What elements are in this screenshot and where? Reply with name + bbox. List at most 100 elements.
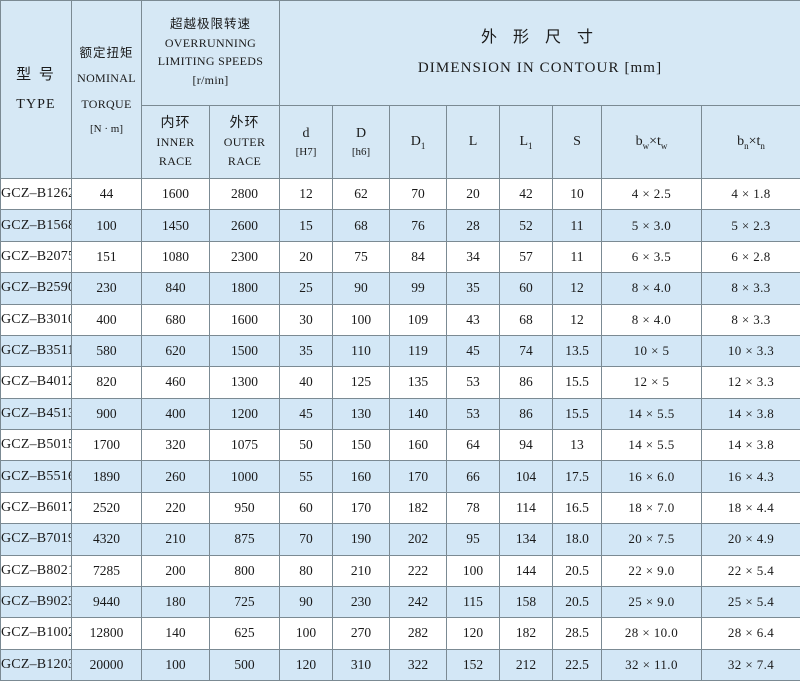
cell-L1: 94 bbox=[499, 428, 553, 462]
cell-D: 62 bbox=[332, 177, 390, 211]
cell-D: 75 bbox=[332, 240, 390, 274]
cell-bn-x-tn: 25 × 5.4 bbox=[700, 585, 800, 619]
header-dimension-en: DIMENSION IN CONTOUR [mm] bbox=[417, 60, 663, 77]
table-row: GCZ–B9023094401807259023024211515820.525… bbox=[0, 585, 800, 619]
cell-inner-race-speed: 1080 bbox=[141, 240, 210, 274]
header-d-tolerance: [H7] bbox=[295, 145, 317, 158]
header-outer-race: 外环 OUTER RACE bbox=[209, 105, 280, 179]
header-col-L: L bbox=[446, 105, 500, 179]
cell-d: 20 bbox=[279, 240, 333, 274]
header-col-d: d [H7] bbox=[279, 105, 333, 179]
cell-bw-x-tw: 18 × 7.0 bbox=[601, 491, 702, 525]
cell-type: GCZ–B35110 bbox=[0, 334, 72, 368]
cell-bw-x-tw: 8 × 4.0 bbox=[601, 272, 702, 305]
header-L-symbol: L bbox=[468, 133, 478, 149]
table-row: GCZ–B40125820460130040125135538615.512 ×… bbox=[0, 366, 800, 399]
cell-type: GCZ–B60170 bbox=[0, 491, 72, 525]
table-row: GCZ–B35110580620150035110119457413.510 ×… bbox=[0, 334, 800, 368]
cell-nominal-torque: 100 bbox=[71, 209, 142, 242]
header-D1-symbol: D bbox=[410, 133, 421, 149]
cell-nominal-torque: 400 bbox=[71, 303, 142, 336]
cell-d: 80 bbox=[279, 554, 333, 587]
header-tn-symbol: t bbox=[756, 133, 761, 149]
cell-type: GCZ–B30100 bbox=[0, 303, 72, 336]
cell-L1: 144 bbox=[499, 554, 553, 587]
cell-S: 17.5 bbox=[552, 460, 602, 493]
cell-bw-x-tw: 10 × 5 bbox=[601, 334, 702, 368]
cell-nominal-torque: 9440 bbox=[71, 585, 142, 619]
cell-type: GCZ–B80210 bbox=[0, 554, 72, 587]
cell-outer-race-speed: 1600 bbox=[209, 303, 280, 336]
cell-L: 100 bbox=[446, 554, 500, 587]
cell-type: GCZ–B2590 bbox=[0, 272, 72, 305]
cell-outer-race-speed: 500 bbox=[209, 648, 280, 681]
header-col-D1: D1 bbox=[389, 105, 447, 179]
cell-L: 28 bbox=[446, 209, 500, 242]
cell-inner-race-speed: 200 bbox=[141, 554, 210, 587]
cell-L: 66 bbox=[446, 460, 500, 493]
cell-nominal-torque: 580 bbox=[71, 334, 142, 368]
cell-L: 95 bbox=[446, 523, 500, 556]
cell-S: 10 bbox=[552, 177, 602, 211]
cell-bn-x-tn: 6 × 2.8 bbox=[700, 240, 800, 274]
cell-type: GCZ–B120310 bbox=[0, 648, 72, 681]
cell-L: 78 bbox=[446, 491, 500, 525]
cell-L: 152 bbox=[446, 648, 500, 681]
cell-D1: 242 bbox=[389, 585, 447, 619]
cell-D1: 99 bbox=[389, 272, 447, 305]
cell-outer-race-speed: 2300 bbox=[209, 240, 280, 274]
cell-bw-x-tw: 14 × 5.5 bbox=[601, 428, 702, 462]
cell-bw-x-tw: 5 × 3.0 bbox=[601, 209, 702, 242]
cell-D: 170 bbox=[332, 491, 390, 525]
cell-d: 12 bbox=[279, 177, 333, 211]
header-bw-symbol: b bbox=[635, 133, 643, 149]
header-outer-race-en1: OUTER bbox=[223, 135, 266, 150]
header-col-L1: L1 bbox=[499, 105, 553, 179]
header-torque-en1: NOMINAL bbox=[77, 71, 136, 86]
header-S-symbol: S bbox=[573, 133, 581, 149]
cell-D1: 135 bbox=[389, 366, 447, 399]
header-type-cn: 型 号 bbox=[16, 67, 56, 84]
header-torque-unit: [N · m] bbox=[90, 122, 123, 135]
cell-type: GCZ–B100270 bbox=[0, 617, 72, 650]
header-speeds-unit: [r/min] bbox=[192, 73, 229, 88]
cell-D: 160 bbox=[332, 460, 390, 493]
cell-nominal-torque: 2520 bbox=[71, 491, 142, 525]
cell-type: GCZ–B1262 bbox=[0, 177, 72, 211]
cell-L: 45 bbox=[446, 334, 500, 368]
cell-L1: 42 bbox=[499, 177, 553, 211]
table-row: GCZ–B701904320210875701902029513418.020 … bbox=[0, 523, 800, 556]
cell-L: 53 bbox=[446, 366, 500, 399]
cell-outer-race-speed: 875 bbox=[209, 523, 280, 556]
cell-D1: 84 bbox=[389, 240, 447, 274]
cell-S: 20.5 bbox=[552, 585, 602, 619]
cell-nominal-torque: 7285 bbox=[71, 554, 142, 587]
cell-D: 68 bbox=[332, 209, 390, 242]
cell-inner-race-speed: 220 bbox=[141, 491, 210, 525]
header-outer-race-cn: 外环 bbox=[229, 115, 260, 131]
cell-bn-x-tn: 12 × 3.3 bbox=[700, 366, 800, 399]
cell-D1: 76 bbox=[389, 209, 447, 242]
header-col-bw-tw: bw×tw bbox=[601, 105, 702, 179]
cell-L1: 60 bbox=[499, 272, 553, 305]
cell-D: 270 bbox=[332, 617, 390, 650]
header-bn-symbol: b bbox=[737, 133, 745, 149]
cell-L: 43 bbox=[446, 303, 500, 336]
table-row: GCZ–B2075 151 1080 2300 20 75 84 34 57 11 6 × 3.5 6… bbox=[0, 240, 800, 274]
cell-inner-race-speed: 210 bbox=[141, 523, 210, 556]
cell-bw-x-tw: 22 × 9.0 bbox=[601, 554, 702, 587]
cell-d: 70 bbox=[279, 523, 333, 556]
cell-L1: 52 bbox=[499, 209, 553, 242]
header-tw-symbol: t bbox=[657, 133, 661, 149]
table-row: GCZ–B8021072852008008021022210014420.522… bbox=[0, 554, 800, 587]
cell-nominal-torque: 44 bbox=[71, 177, 142, 211]
cell-L: 20 bbox=[446, 177, 500, 211]
cell-type: GCZ–B40125 bbox=[0, 366, 72, 399]
cell-D1: 322 bbox=[389, 648, 447, 681]
cell-L: 120 bbox=[446, 617, 500, 650]
table-row: GCZ–B601702520220950601701827811416.518 … bbox=[0, 491, 800, 525]
cell-outer-race-speed: 950 bbox=[209, 491, 280, 525]
cell-bw-x-tw: 20 × 7.5 bbox=[601, 523, 702, 556]
cell-outer-race-speed: 2800 bbox=[209, 177, 280, 211]
